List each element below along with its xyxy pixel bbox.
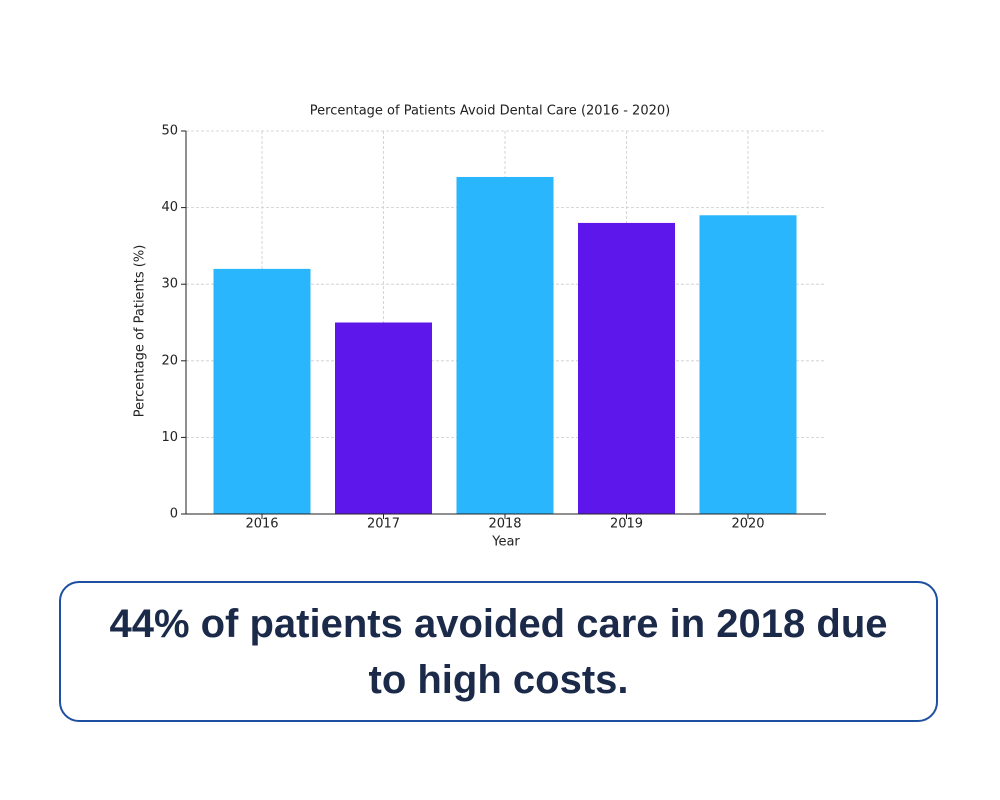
x-tick-label: 2018 bbox=[488, 517, 521, 532]
bar bbox=[335, 322, 432, 514]
x-tick-label: 2020 bbox=[731, 517, 764, 532]
bar bbox=[578, 222, 675, 515]
bar bbox=[213, 268, 311, 514]
x-axis-label: Year bbox=[491, 535, 520, 550]
x-tick-label: 2019 bbox=[610, 517, 643, 532]
y-tick-label: 40 bbox=[161, 200, 178, 215]
y-tick-label: 0 bbox=[170, 507, 178, 522]
y-axis-label: Percentage of Patients (%) bbox=[133, 245, 148, 418]
callout-box: 44% of patients avoided care in 2018 due… bbox=[59, 581, 938, 722]
chart-title: Percentage of Patients Avoid Dental Care… bbox=[310, 104, 670, 119]
x-tick-label: 2016 bbox=[245, 517, 278, 532]
x-tick-label: 2017 bbox=[367, 517, 400, 532]
callout-text: 44% of patients avoided care in 2018 due… bbox=[109, 601, 888, 702]
y-tick-label: 30 bbox=[161, 277, 178, 292]
bar bbox=[699, 215, 797, 514]
y-tick-label: 10 bbox=[161, 430, 178, 445]
chart: Percentage of Patients Avoid Dental Care… bbox=[133, 104, 826, 550]
y-tick-label: 50 bbox=[161, 124, 178, 139]
y-tick-label: 20 bbox=[161, 353, 178, 368]
bar bbox=[456, 176, 554, 514]
